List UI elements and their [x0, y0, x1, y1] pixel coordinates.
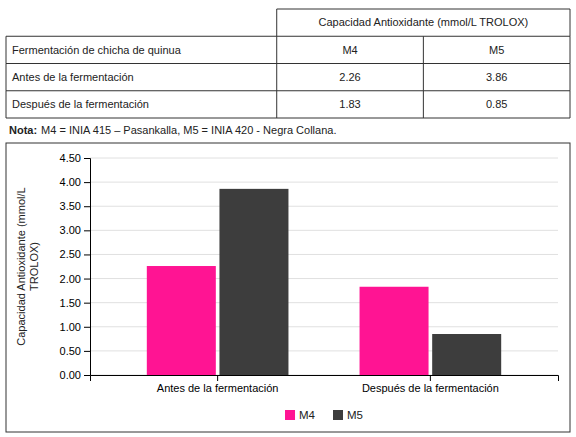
chart-frame	[6, 143, 570, 432]
grid-line	[90, 182, 558, 183]
note-text: M4 = INIA 415 – Pasankalla, M5 = INIA 42…	[41, 124, 336, 136]
y-tick-label: 1.50	[60, 297, 81, 309]
table-border	[570, 64, 571, 91]
tick-mark	[84, 254, 90, 255]
y-tick-label: 0.00	[60, 369, 81, 381]
y-axis-title-line: Capacidad Antioxidante (mmol/L	[15, 187, 27, 345]
tick-mark	[430, 375, 431, 381]
y-tick-label: 3.50	[60, 200, 81, 212]
table-border	[6, 63, 570, 64]
table-border	[423, 91, 424, 118]
legend-label: M4	[299, 409, 316, 421]
y-axis-title: Capacidad Antioxidante (mmol/LTROLOX)	[15, 187, 40, 345]
y-tick-label: 3.00	[60, 224, 81, 236]
grid-line	[90, 158, 558, 159]
note: Nota: M4 = INIA 415 – Pasankalla, M5 = IN…	[9, 124, 336, 136]
table-border	[6, 64, 7, 91]
y-tick: 1.50	[60, 297, 90, 309]
table-cell-text: M5	[489, 44, 504, 56]
tick-mark	[84, 230, 90, 231]
tick-mark	[84, 327, 90, 328]
table-border	[570, 91, 571, 118]
x-axis: Antes de la fermentación Después de la fe…	[91, 375, 559, 394]
table: Capacidad Antioxidante (mmol/L TROLOX) Fe…	[6, 9, 570, 118]
y-tick: 3.00	[60, 224, 90, 236]
tick-mark	[217, 375, 218, 381]
y-tick-label: 0.50	[60, 345, 81, 357]
bar	[360, 287, 429, 375]
table-cell-text: Antes de la fermentación	[12, 71, 134, 83]
y-tick-label: 1.00	[60, 321, 81, 333]
y-tick: 2.00	[60, 273, 90, 285]
plot: 0.00 0.50 1.00 1.50 2.00 2.50 3.00 3.50 4.00 4.50…	[15, 152, 559, 394]
y-tick: 0.00	[60, 369, 90, 381]
table-border	[6, 91, 7, 118]
tick-mark	[84, 206, 90, 207]
grid	[90, 158, 558, 375]
legend-swatch	[285, 410, 295, 420]
table-cell-text: M4	[342, 44, 357, 56]
bars	[147, 189, 501, 375]
table-border	[6, 36, 570, 37]
table-border	[276, 36, 277, 63]
table-cell-text: Capacidad Antioxidante (mmol/L TROLOX)	[319, 16, 529, 28]
table-border	[423, 36, 424, 63]
y-tick-label: 2.50	[60, 248, 81, 260]
table-cell-text: 3.86	[486, 71, 507, 83]
note-label: Nota:	[9, 124, 37, 136]
table-border	[276, 91, 277, 118]
y-tick: 4.50	[60, 152, 90, 164]
x-tick-label: Después de la fermentación	[362, 382, 499, 394]
y-tick: 3.50	[60, 200, 90, 212]
table-cell-text: 2.26	[339, 71, 360, 83]
tick-mark	[84, 182, 90, 183]
tick-mark	[84, 158, 90, 159]
y-tick: 1.00	[60, 321, 90, 333]
table-cell-text: Después de la fermentación	[12, 98, 149, 110]
y-axis: 0.00 0.50 1.00 1.50 2.00 2.50 3.00 3.50 4.00 4.50	[60, 152, 91, 381]
table-border	[276, 9, 277, 36]
bar	[219, 189, 288, 375]
grid-line	[90, 206, 558, 207]
y-tick: 4.00	[60, 176, 90, 188]
axis-line	[84, 159, 91, 376]
legend: M4 M5	[285, 409, 363, 421]
tick-mark	[84, 375, 90, 376]
y-tick-label: 4.00	[60, 176, 81, 188]
legend-item: M4	[285, 409, 316, 421]
legend-label: M5	[347, 409, 363, 421]
table-cell-text: Fermentación de chicha de quinua	[12, 44, 182, 56]
axis-line	[91, 376, 559, 382]
x-tick-label: Antes de la fermentación	[157, 382, 279, 394]
table-border	[6, 118, 570, 119]
y-tick-label: 4.50	[60, 152, 81, 164]
x-tick: Después de la fermentación	[362, 375, 499, 394]
legend-item: M5	[333, 409, 363, 421]
table-border	[6, 36, 7, 63]
tick-mark	[84, 279, 90, 280]
y-tick: 2.50	[60, 248, 90, 260]
table-cell-text: 0.85	[486, 98, 507, 110]
y-tick: 0.50	[60, 345, 90, 357]
y-tick-label: 2.00	[60, 273, 81, 285]
chart: Capacidad Antioxidante (mmol/L TROLOX) Fe…	[0, 0, 576, 437]
x-tick: Antes de la fermentación	[157, 375, 279, 394]
table-border	[570, 36, 571, 63]
tick-mark	[84, 351, 90, 352]
table-cell-text: 1.83	[339, 98, 360, 110]
table-border	[423, 64, 424, 91]
tick-mark	[84, 303, 90, 304]
grid-line	[90, 230, 558, 231]
bar-series	[219, 189, 501, 375]
table-border	[6, 90, 570, 91]
y-axis-title-line: TROLOX)	[28, 242, 40, 291]
grid-line	[90, 254, 558, 255]
legend-swatch	[333, 410, 343, 420]
bar	[147, 266, 216, 375]
table-border	[570, 9, 571, 36]
bar	[432, 334, 501, 375]
table-border	[277, 9, 570, 10]
table-border	[276, 64, 277, 91]
